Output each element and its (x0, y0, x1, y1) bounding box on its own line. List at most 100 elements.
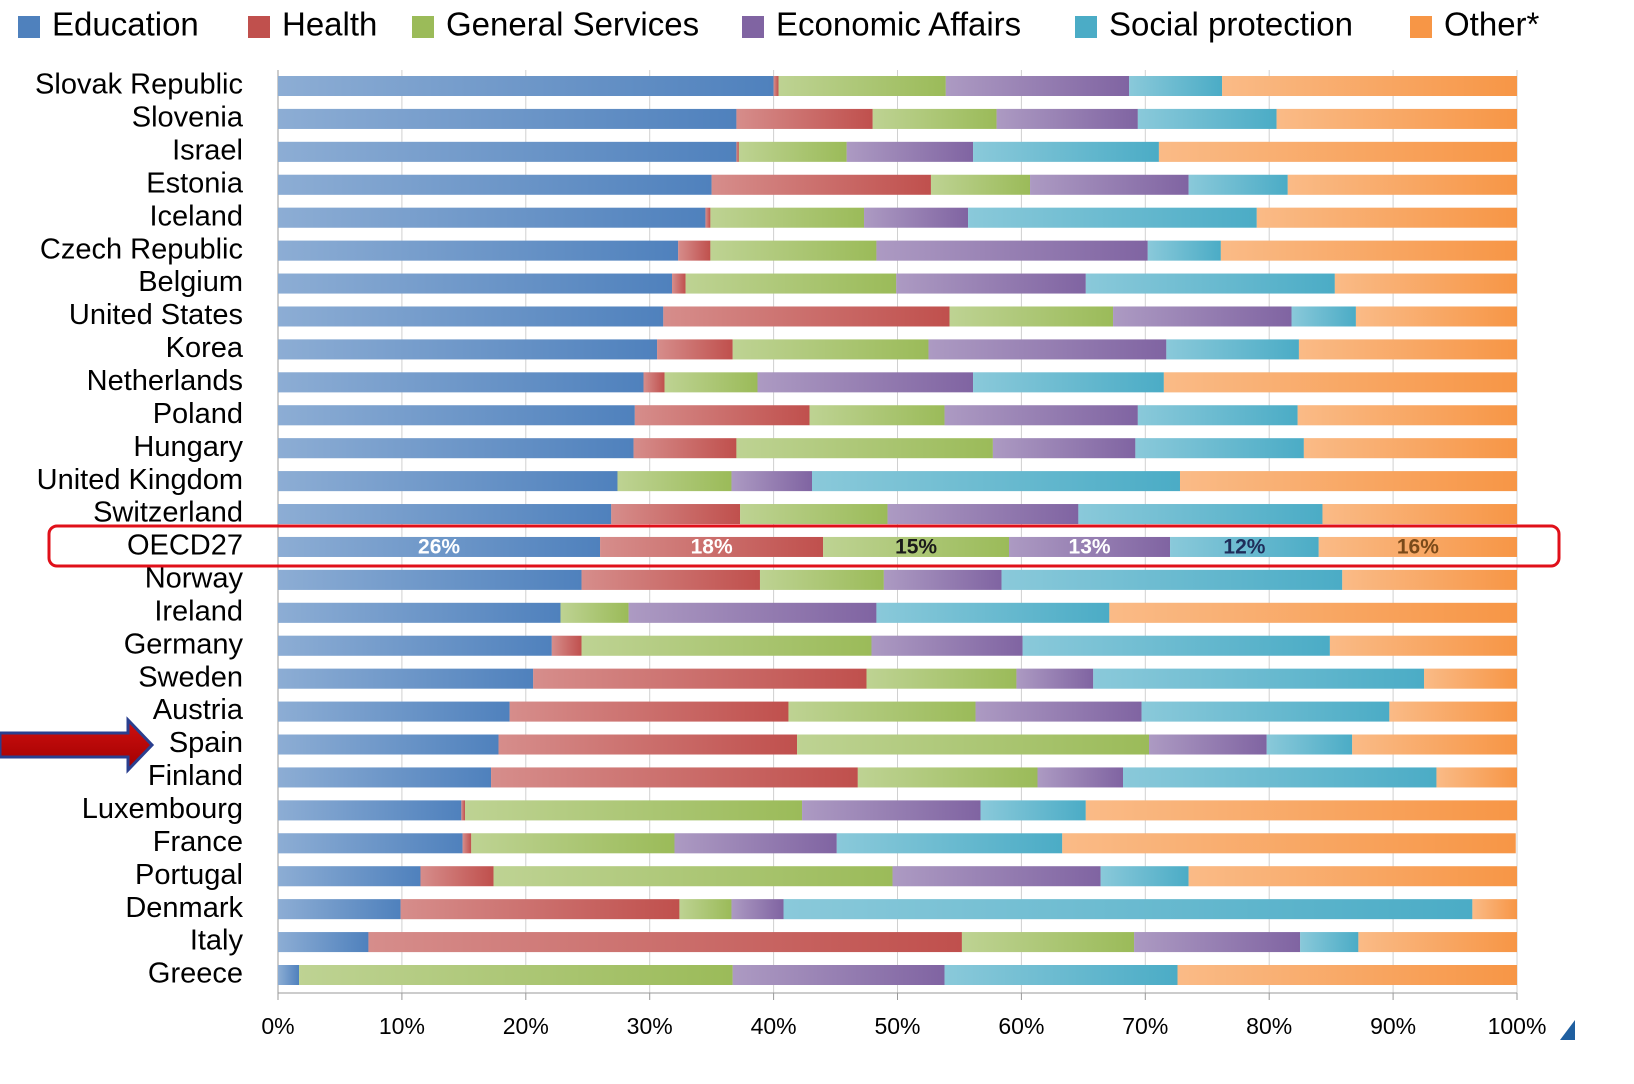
bar-shine (928, 339, 1167, 360)
bar-shine (783, 899, 1473, 920)
bar-shine (996, 108, 1138, 129)
bar-shine (1303, 438, 1517, 459)
bar-shine (1256, 207, 1517, 228)
bar-shine (711, 174, 931, 195)
bar-shine (278, 273, 673, 294)
bar-shine (944, 965, 1178, 985)
highlight-arrow (0, 716, 155, 774)
bar-shine (278, 207, 706, 228)
bar-shine (278, 471, 618, 492)
bar-shine (1093, 668, 1425, 689)
legend-label: General Services (446, 6, 699, 43)
bar-shine (1188, 866, 1517, 887)
bar-shine (809, 405, 945, 426)
bar-shine (1037, 767, 1123, 788)
bar-shine (732, 965, 945, 985)
bar-shine (278, 405, 635, 426)
bar-shine (278, 76, 774, 96)
bar-shine (892, 866, 1101, 887)
x-tick-label: 100% (1488, 1013, 1547, 1039)
bar-shine (278, 767, 492, 788)
bar-shine (1334, 273, 1517, 294)
legend-label: Education (52, 6, 199, 43)
category-label: Netherlands (87, 365, 243, 397)
bar-shine (679, 899, 732, 920)
bar-shine (1100, 866, 1189, 887)
bar-shine (731, 899, 784, 920)
bar-shine (1122, 767, 1437, 788)
bar-shine (1352, 734, 1517, 755)
category-label: Portugal (135, 859, 243, 891)
bar-shine (628, 602, 877, 623)
bar-shine (1170, 536, 1319, 557)
bar-shine (1291, 306, 1356, 327)
category-label: United Kingdom (37, 464, 243, 496)
bar-shine (278, 866, 421, 887)
bar-shine (560, 602, 629, 623)
value-label: 16% (1397, 536, 1439, 559)
bar-shine (1389, 701, 1517, 722)
x-tick-label: 10% (379, 1013, 425, 1039)
category-label: Slovak Republic (35, 69, 243, 101)
bar-shine (1163, 372, 1517, 393)
bar-shine (1166, 339, 1299, 360)
category-label: Israel (172, 135, 243, 167)
legend-label: Other* (1444, 6, 1540, 43)
bar-shine (685, 273, 897, 294)
category-label: France (153, 826, 243, 858)
bars (278, 76, 1517, 985)
bar-shine (1220, 240, 1517, 261)
bar-shine (678, 240, 711, 261)
bar-shine (278, 833, 463, 854)
bar-shine (773, 76, 779, 96)
category-label: Switzerland (93, 497, 243, 529)
value-label: 26% (418, 536, 460, 559)
bar-shine (278, 306, 664, 327)
bar-shine (278, 932, 369, 953)
bar-shine (961, 932, 1135, 953)
bar-shine (887, 504, 1079, 525)
legend-label: Social protection (1109, 6, 1353, 43)
bar-shine (617, 471, 732, 492)
bar-shine (471, 833, 675, 854)
bar-shine (930, 174, 1031, 195)
bar-shine (278, 141, 737, 162)
legend-swatch (1410, 16, 1432, 38)
bar-shine (1188, 174, 1288, 195)
x-tick-label: 40% (751, 1013, 797, 1039)
bar-shine (705, 207, 711, 228)
bar-shine (368, 932, 962, 953)
bar-shine (1113, 306, 1292, 327)
category-label: Czech Republic (40, 233, 243, 265)
bar-shine (757, 372, 974, 393)
bar-shine (672, 273, 686, 294)
bar-shine (876, 602, 1110, 623)
bar-shine (876, 240, 1148, 261)
bar-shine (278, 899, 401, 920)
category-label: Greece (148, 958, 243, 990)
bar-shine (802, 800, 981, 821)
bar-shine (1222, 76, 1517, 96)
bar-shine (1342, 569, 1517, 590)
bar-shine (1134, 932, 1301, 953)
bar-shine (896, 273, 1086, 294)
bar-shine (980, 800, 1086, 821)
bar-shine (278, 701, 510, 722)
bar-shine (1276, 108, 1517, 129)
category-label: Korea (166, 332, 244, 364)
bar-shine (1297, 405, 1517, 426)
bar-shine (949, 306, 1114, 327)
bar-shine (1030, 174, 1189, 195)
bar-shine (1135, 438, 1304, 459)
bar-shine (1300, 932, 1359, 953)
bar-shine (738, 141, 847, 162)
bar-shine (1016, 668, 1094, 689)
legend-swatch (18, 16, 40, 38)
bar-shine (634, 405, 810, 426)
bar-shine (992, 438, 1136, 459)
bar-shine (498, 734, 798, 755)
bar-shine (736, 438, 993, 459)
bar-shine (611, 504, 741, 525)
value-label: 18% (691, 536, 733, 559)
